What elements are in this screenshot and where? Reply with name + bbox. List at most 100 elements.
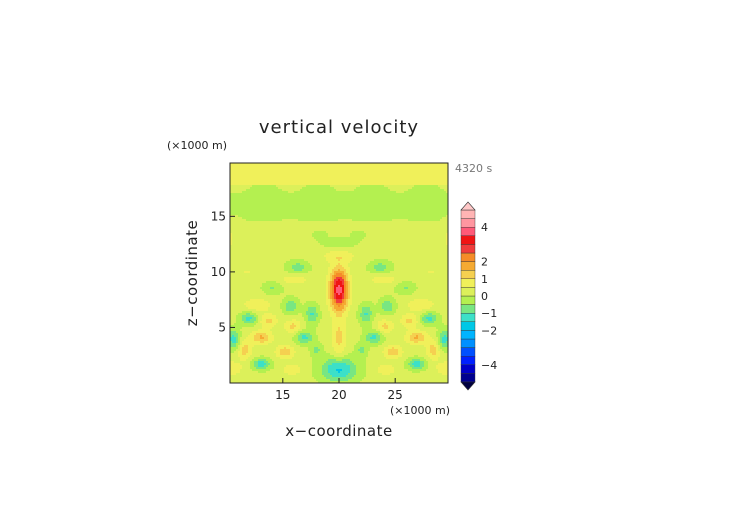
heatmap-cell: [344, 169, 347, 172]
heatmap-cell: [396, 199, 399, 202]
heatmap-cell: [344, 171, 347, 174]
heatmap-cell: [414, 239, 417, 242]
heatmap-cell: [322, 229, 325, 232]
heatmap-cell: [236, 245, 239, 248]
heatmap-cell: [252, 251, 255, 254]
heatmap-cell: [312, 207, 315, 210]
heatmap-cell: [344, 229, 347, 232]
heatmap-cell: [284, 171, 287, 174]
heatmap-cell: [378, 221, 381, 224]
heatmap-cell: [238, 209, 241, 212]
heatmap-cell: [438, 231, 441, 234]
heatmap-cell: [318, 245, 321, 248]
heatmap-cell: [302, 183, 305, 186]
heatmap-cell: [306, 173, 309, 176]
heatmap-cell: [376, 183, 379, 186]
heatmap-cell: [416, 207, 419, 210]
heatmap-cell: [376, 225, 379, 228]
heatmap-cell: [376, 177, 379, 180]
heatmap-cell: [304, 193, 307, 196]
heatmap-cell: [248, 231, 251, 234]
heatmap-cell: [324, 235, 327, 238]
heatmap-cell: [380, 193, 383, 196]
heatmap-cell: [440, 245, 443, 248]
heatmap-cell: [268, 219, 271, 222]
heatmap-cell: [414, 243, 417, 246]
heatmap-cell: [356, 183, 359, 186]
heatmap-cell: [404, 227, 407, 230]
heatmap-cell: [352, 217, 355, 220]
heatmap-cell: [242, 221, 245, 224]
heatmap-cell: [254, 177, 257, 180]
heatmap-cell: [402, 201, 405, 204]
heatmap-cell: [420, 243, 423, 246]
heatmap-cell: [328, 201, 331, 204]
heatmap-cell: [430, 221, 433, 224]
heatmap-cell: [440, 173, 443, 176]
heatmap-cell: [276, 253, 279, 256]
heatmap-cell: [340, 179, 343, 182]
heatmap-cell: [386, 251, 389, 254]
heatmap-cell: [288, 221, 291, 224]
heatmap-cell: [340, 249, 343, 252]
heatmap-cell: [366, 173, 369, 176]
heatmap-cell: [376, 207, 379, 210]
heatmap-cell: [286, 225, 289, 228]
heatmap-cell: [390, 233, 393, 236]
heatmap-cell: [270, 199, 273, 202]
heatmap-cell: [302, 213, 305, 216]
heatmap-cell: [434, 179, 437, 182]
heatmap-cell: [272, 169, 275, 172]
heatmap-cell: [390, 229, 393, 232]
heatmap-cell: [238, 163, 241, 166]
heatmap-cell: [438, 165, 441, 168]
heatmap-cell: [430, 163, 433, 166]
heatmap-cell: [376, 169, 379, 172]
heatmap-cell: [310, 209, 313, 212]
heatmap-cell: [428, 171, 431, 174]
heatmap-cell: [270, 231, 273, 234]
heatmap-cell: [390, 253, 393, 256]
heatmap-cell: [246, 209, 249, 212]
heatmap-cell: [340, 243, 343, 246]
heatmap-cell: [444, 185, 447, 188]
heatmap-cell: [246, 167, 249, 170]
heatmap-cell: [230, 249, 233, 252]
heatmap-cell: [392, 231, 395, 234]
heatmap-cell: [334, 245, 337, 248]
heatmap-cell: [268, 253, 271, 256]
heatmap-cell: [410, 219, 413, 222]
heatmap-cell: [300, 241, 303, 244]
heatmap-cell: [262, 189, 265, 192]
heatmap-cell: [312, 169, 315, 172]
heatmap-cell: [302, 207, 305, 210]
heatmap-cell: [282, 231, 285, 234]
heatmap-cell: [400, 219, 403, 222]
heatmap-cell: [256, 187, 259, 190]
heatmap-cell: [296, 247, 299, 250]
heatmap-cell: [286, 185, 289, 188]
heatmap-cell: [400, 247, 403, 250]
heatmap-cell: [390, 163, 393, 166]
heatmap-cell: [342, 169, 345, 172]
heatmap-cell: [236, 205, 239, 208]
heatmap-cell: [242, 211, 245, 214]
heatmap-cell: [320, 233, 323, 236]
heatmap-cell: [270, 219, 273, 222]
heatmap-cell: [416, 199, 419, 202]
heatmap-cell: [362, 197, 365, 200]
heatmap-cell: [330, 189, 333, 192]
heatmap-cell: [336, 183, 339, 186]
heatmap-cell: [364, 239, 367, 242]
heatmap-cell: [332, 217, 335, 220]
heatmap-cell: [322, 185, 325, 188]
heatmap-cell: [376, 239, 379, 242]
heatmap-cell: [334, 213, 337, 216]
heatmap-cell: [350, 167, 353, 170]
heatmap-cell: [234, 183, 237, 186]
heatmap-cell: [332, 205, 335, 208]
heatmap-cell: [294, 191, 297, 194]
heatmap-cell: [366, 167, 369, 170]
heatmap-cell: [340, 211, 343, 214]
heatmap-cell: [238, 205, 241, 208]
